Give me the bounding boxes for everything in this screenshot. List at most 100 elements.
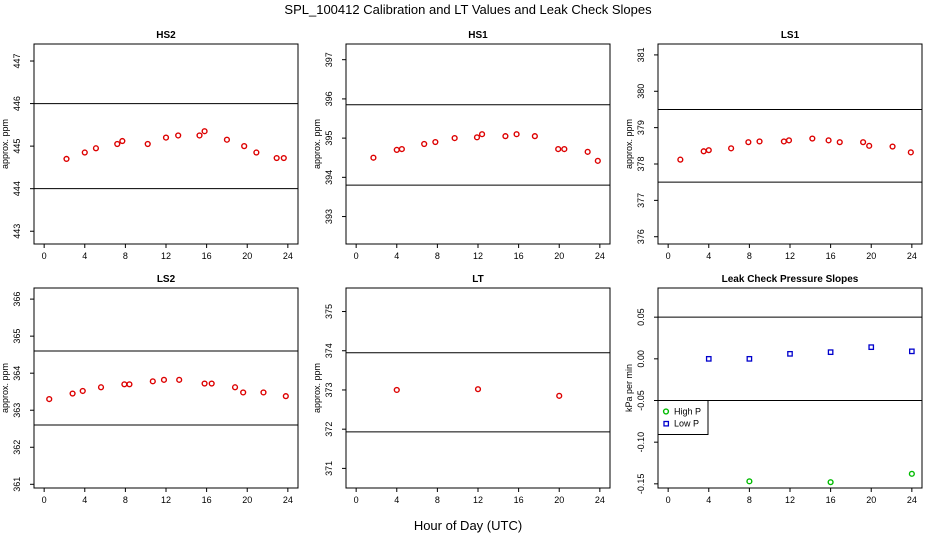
x-tick-label: 8 [123, 495, 128, 505]
data-point [79, 387, 86, 395]
data-point [46, 396, 53, 403]
x-tick-label: 20 [866, 495, 876, 505]
y-tick-label: 374 [324, 343, 334, 358]
data-point [81, 149, 88, 156]
x-tick-label: 0 [354, 495, 359, 505]
x-tick-label: 0 [666, 251, 671, 261]
data-point [860, 139, 867, 146]
data-point [92, 145, 100, 152]
y-tick-label: 376 [636, 229, 646, 244]
x-tick-label: 20 [242, 251, 252, 261]
y-axis-label: kPa per min [624, 364, 634, 412]
x-tick-label: 20 [242, 495, 252, 505]
data-point [196, 132, 203, 139]
data-point [162, 134, 170, 141]
data-point [253, 149, 260, 156]
data-point [561, 145, 568, 153]
panel-title: LS2 [157, 274, 176, 285]
data-point [126, 381, 133, 388]
x-tick-label: 8 [123, 251, 128, 261]
data-point [201, 380, 208, 387]
data-point [280, 154, 287, 162]
plot-frame [33, 287, 299, 489]
panel-title: HS1 [468, 30, 488, 41]
y-tick-label: -0.10 [636, 432, 646, 453]
data-point [393, 146, 400, 153]
x-tick-label: 12 [161, 251, 171, 261]
plot-frame [657, 287, 923, 489]
plot-frame [345, 287, 611, 489]
x-tick-label: 24 [595, 495, 605, 505]
panel-ls1: LS1 0 4 8 12 16 20 24 376 377 378 379 380 381 approx. … [624, 30, 923, 261]
y-tick-label: 0.05 [636, 308, 646, 326]
data-point [474, 386, 482, 393]
data-point [223, 136, 231, 143]
x-tick-label: 4 [706, 495, 711, 505]
y-tick-label: 444 [12, 181, 22, 196]
data-point [825, 137, 832, 144]
data-point [705, 355, 712, 362]
x-tick-label: 4 [706, 251, 711, 261]
data-point [700, 148, 707, 155]
y-tick-label: 372 [324, 422, 334, 437]
panel-hs1: HS1 0 4 8 12 16 20 24 393 394 395 396 397 approx. ppm [312, 30, 611, 261]
data-point [827, 349, 834, 356]
plot-frame [33, 43, 299, 245]
y-axis-label: approx. ppm [624, 119, 634, 169]
x-tick-label: 8 [747, 495, 752, 505]
data-point [119, 137, 126, 145]
data-point [594, 157, 601, 164]
x-tick-label: 24 [283, 495, 293, 505]
data-point [208, 380, 215, 387]
legend-box [657, 400, 709, 435]
x-tick-label: 12 [785, 251, 795, 261]
y-tick-label: 364 [12, 366, 22, 381]
data-point [584, 148, 591, 155]
y-tick-label: 363 [12, 403, 22, 418]
data-point [478, 131, 486, 138]
data-point [513, 131, 520, 138]
data-point [556, 392, 563, 399]
data-point [728, 145, 735, 152]
data-point [677, 156, 684, 163]
data-point [502, 133, 509, 140]
plot-frame [657, 43, 923, 245]
data-point [282, 393, 289, 400]
y-tick-label: 373 [324, 382, 334, 397]
y-tick-label: 381 [636, 47, 646, 62]
panel-title: Leak Check Pressure Slopes [722, 274, 859, 285]
legend-marker [662, 408, 670, 415]
y-tick-label: 397 [324, 52, 334, 67]
panel-lt: LT 0 4 8 12 16 20 24 371 372 373 374 375 approx. ppm [312, 274, 611, 505]
data-point [393, 386, 400, 394]
data-point [201, 128, 208, 135]
x-tick-label: 12 [473, 495, 483, 505]
panel-title: LT [472, 274, 483, 285]
data-point [555, 145, 562, 153]
x-axis-title: Hour of Day (UTC) [413, 518, 523, 533]
x-tick-label: 16 [826, 495, 836, 505]
y-tick-label: 393 [324, 209, 334, 224]
data-point [432, 138, 439, 146]
data-point [260, 389, 267, 396]
data-point [866, 142, 873, 149]
x-tick-label: 20 [554, 495, 564, 505]
data-point [451, 135, 458, 142]
y-tick-label: 378 [636, 156, 646, 171]
x-tick-label: 12 [161, 495, 171, 505]
x-tick-label: 20 [554, 251, 564, 261]
x-tick-label: 4 [394, 495, 399, 505]
x-tick-label: 24 [907, 495, 917, 505]
legend-label: Low P [674, 419, 699, 429]
y-tick-label: 394 [324, 170, 334, 185]
data-point [745, 139, 752, 146]
data-point [746, 355, 753, 362]
x-tick-label: 0 [354, 251, 359, 261]
y-tick-label: 371 [324, 461, 334, 476]
data-point [398, 145, 405, 153]
panel-title: LS1 [781, 30, 800, 41]
y-tick-label: 445 [12, 139, 22, 154]
plot-frame [345, 43, 611, 245]
data-point [97, 384, 105, 391]
